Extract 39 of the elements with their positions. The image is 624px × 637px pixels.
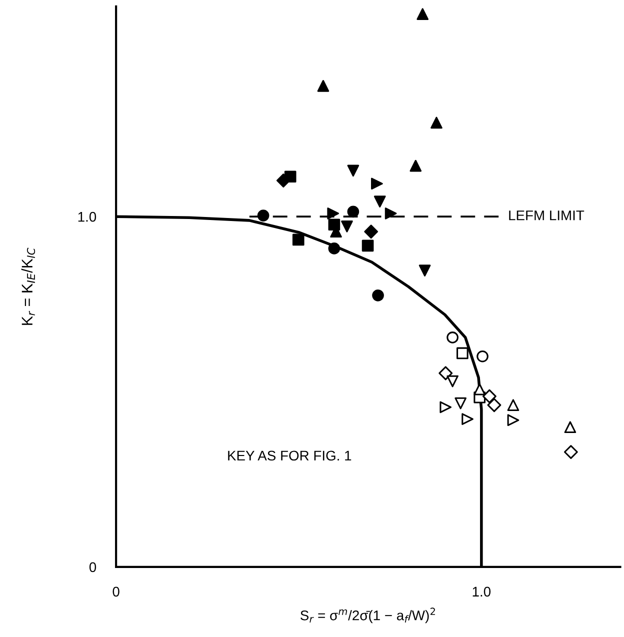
point bbox=[416, 8, 429, 20]
point bbox=[487, 398, 502, 412]
annotation: KEY AS FOR FIG. 1 bbox=[228, 450, 352, 461]
point bbox=[507, 414, 520, 426]
point bbox=[257, 210, 270, 222]
point bbox=[564, 445, 578, 459]
point bbox=[347, 206, 360, 218]
point bbox=[410, 160, 422, 172]
point bbox=[292, 234, 304, 246]
point bbox=[454, 397, 467, 410]
point bbox=[328, 242, 340, 254]
point bbox=[438, 366, 453, 380]
point bbox=[384, 208, 397, 220]
point bbox=[462, 413, 474, 425]
point bbox=[374, 196, 386, 208]
point bbox=[327, 208, 339, 220]
point bbox=[474, 383, 486, 396]
point bbox=[430, 116, 442, 129]
point bbox=[341, 220, 353, 232]
point bbox=[456, 347, 468, 360]
point bbox=[482, 389, 496, 404]
point bbox=[371, 178, 383, 190]
point bbox=[418, 264, 431, 276]
point bbox=[440, 401, 452, 414]
point bbox=[328, 218, 340, 231]
point bbox=[276, 174, 290, 188]
point bbox=[446, 375, 458, 388]
point bbox=[476, 350, 488, 362]
point bbox=[372, 289, 384, 302]
y-axis-title: K$_{r}$ = K$_{IE}$/K$_{IC}$ bbox=[21, 248, 36, 325]
point bbox=[317, 80, 330, 92]
point bbox=[564, 421, 576, 434]
point bbox=[347, 164, 360, 177]
point bbox=[364, 224, 378, 239]
point bbox=[507, 399, 520, 411]
point bbox=[446, 332, 458, 344]
point bbox=[362, 240, 374, 252]
annotation: LEFM LIMIT bbox=[509, 210, 584, 220]
x-axis-title: S$_{r}$ = σ$^{m}$/2σ̄(1 − a$_{f}$/W)$^{2}$ bbox=[300, 608, 435, 624]
